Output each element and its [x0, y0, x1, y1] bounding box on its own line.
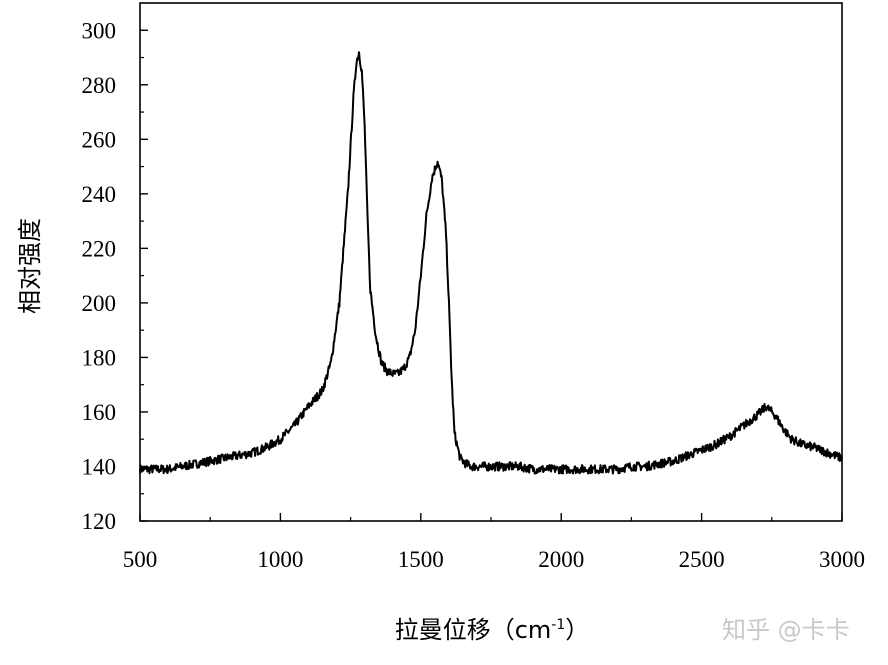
- y-tick-label: 240: [82, 182, 117, 207]
- y-axis-title-group: 相对强度: [16, 218, 44, 314]
- y-tick-labels: 120 140 160 180 200 220 240 260 280 300: [82, 18, 117, 534]
- x-tick-labels: 500 1000 1500 2000 2500 3000: [123, 547, 865, 572]
- y-tick-label: 120: [82, 509, 117, 534]
- x-tick-label: 1500: [398, 547, 444, 572]
- axis-ticks: [139, 29, 843, 522]
- plot-frame: [139, 2, 843, 522]
- y-tick-label: 220: [82, 236, 117, 261]
- watermark: 知乎 @卡卡: [722, 616, 850, 644]
- y-tick-label: 180: [82, 345, 117, 370]
- x-axis-title-group: 拉曼位移（cm-1）: [395, 616, 590, 644]
- x-tick-label: 500: [123, 547, 158, 572]
- y-tick-label: 280: [82, 73, 117, 98]
- y-tick-label: 160: [82, 400, 117, 425]
- x-axis-title: 拉曼位移（cm-1）: [395, 616, 590, 644]
- x-tick-label: 2500: [679, 547, 725, 572]
- y-tick-label: 260: [82, 127, 117, 152]
- y-axis-title: 相对强度: [16, 218, 44, 314]
- spectrum-line: [139, 51, 843, 475]
- x-tick-label: 2000: [538, 547, 584, 572]
- y-tick-label: 140: [82, 454, 117, 479]
- y-tick-label: 300: [82, 18, 117, 43]
- x-tick-label: 3000: [819, 547, 865, 572]
- x-tick-label: 1000: [257, 547, 303, 572]
- y-tick-label: 200: [82, 291, 117, 316]
